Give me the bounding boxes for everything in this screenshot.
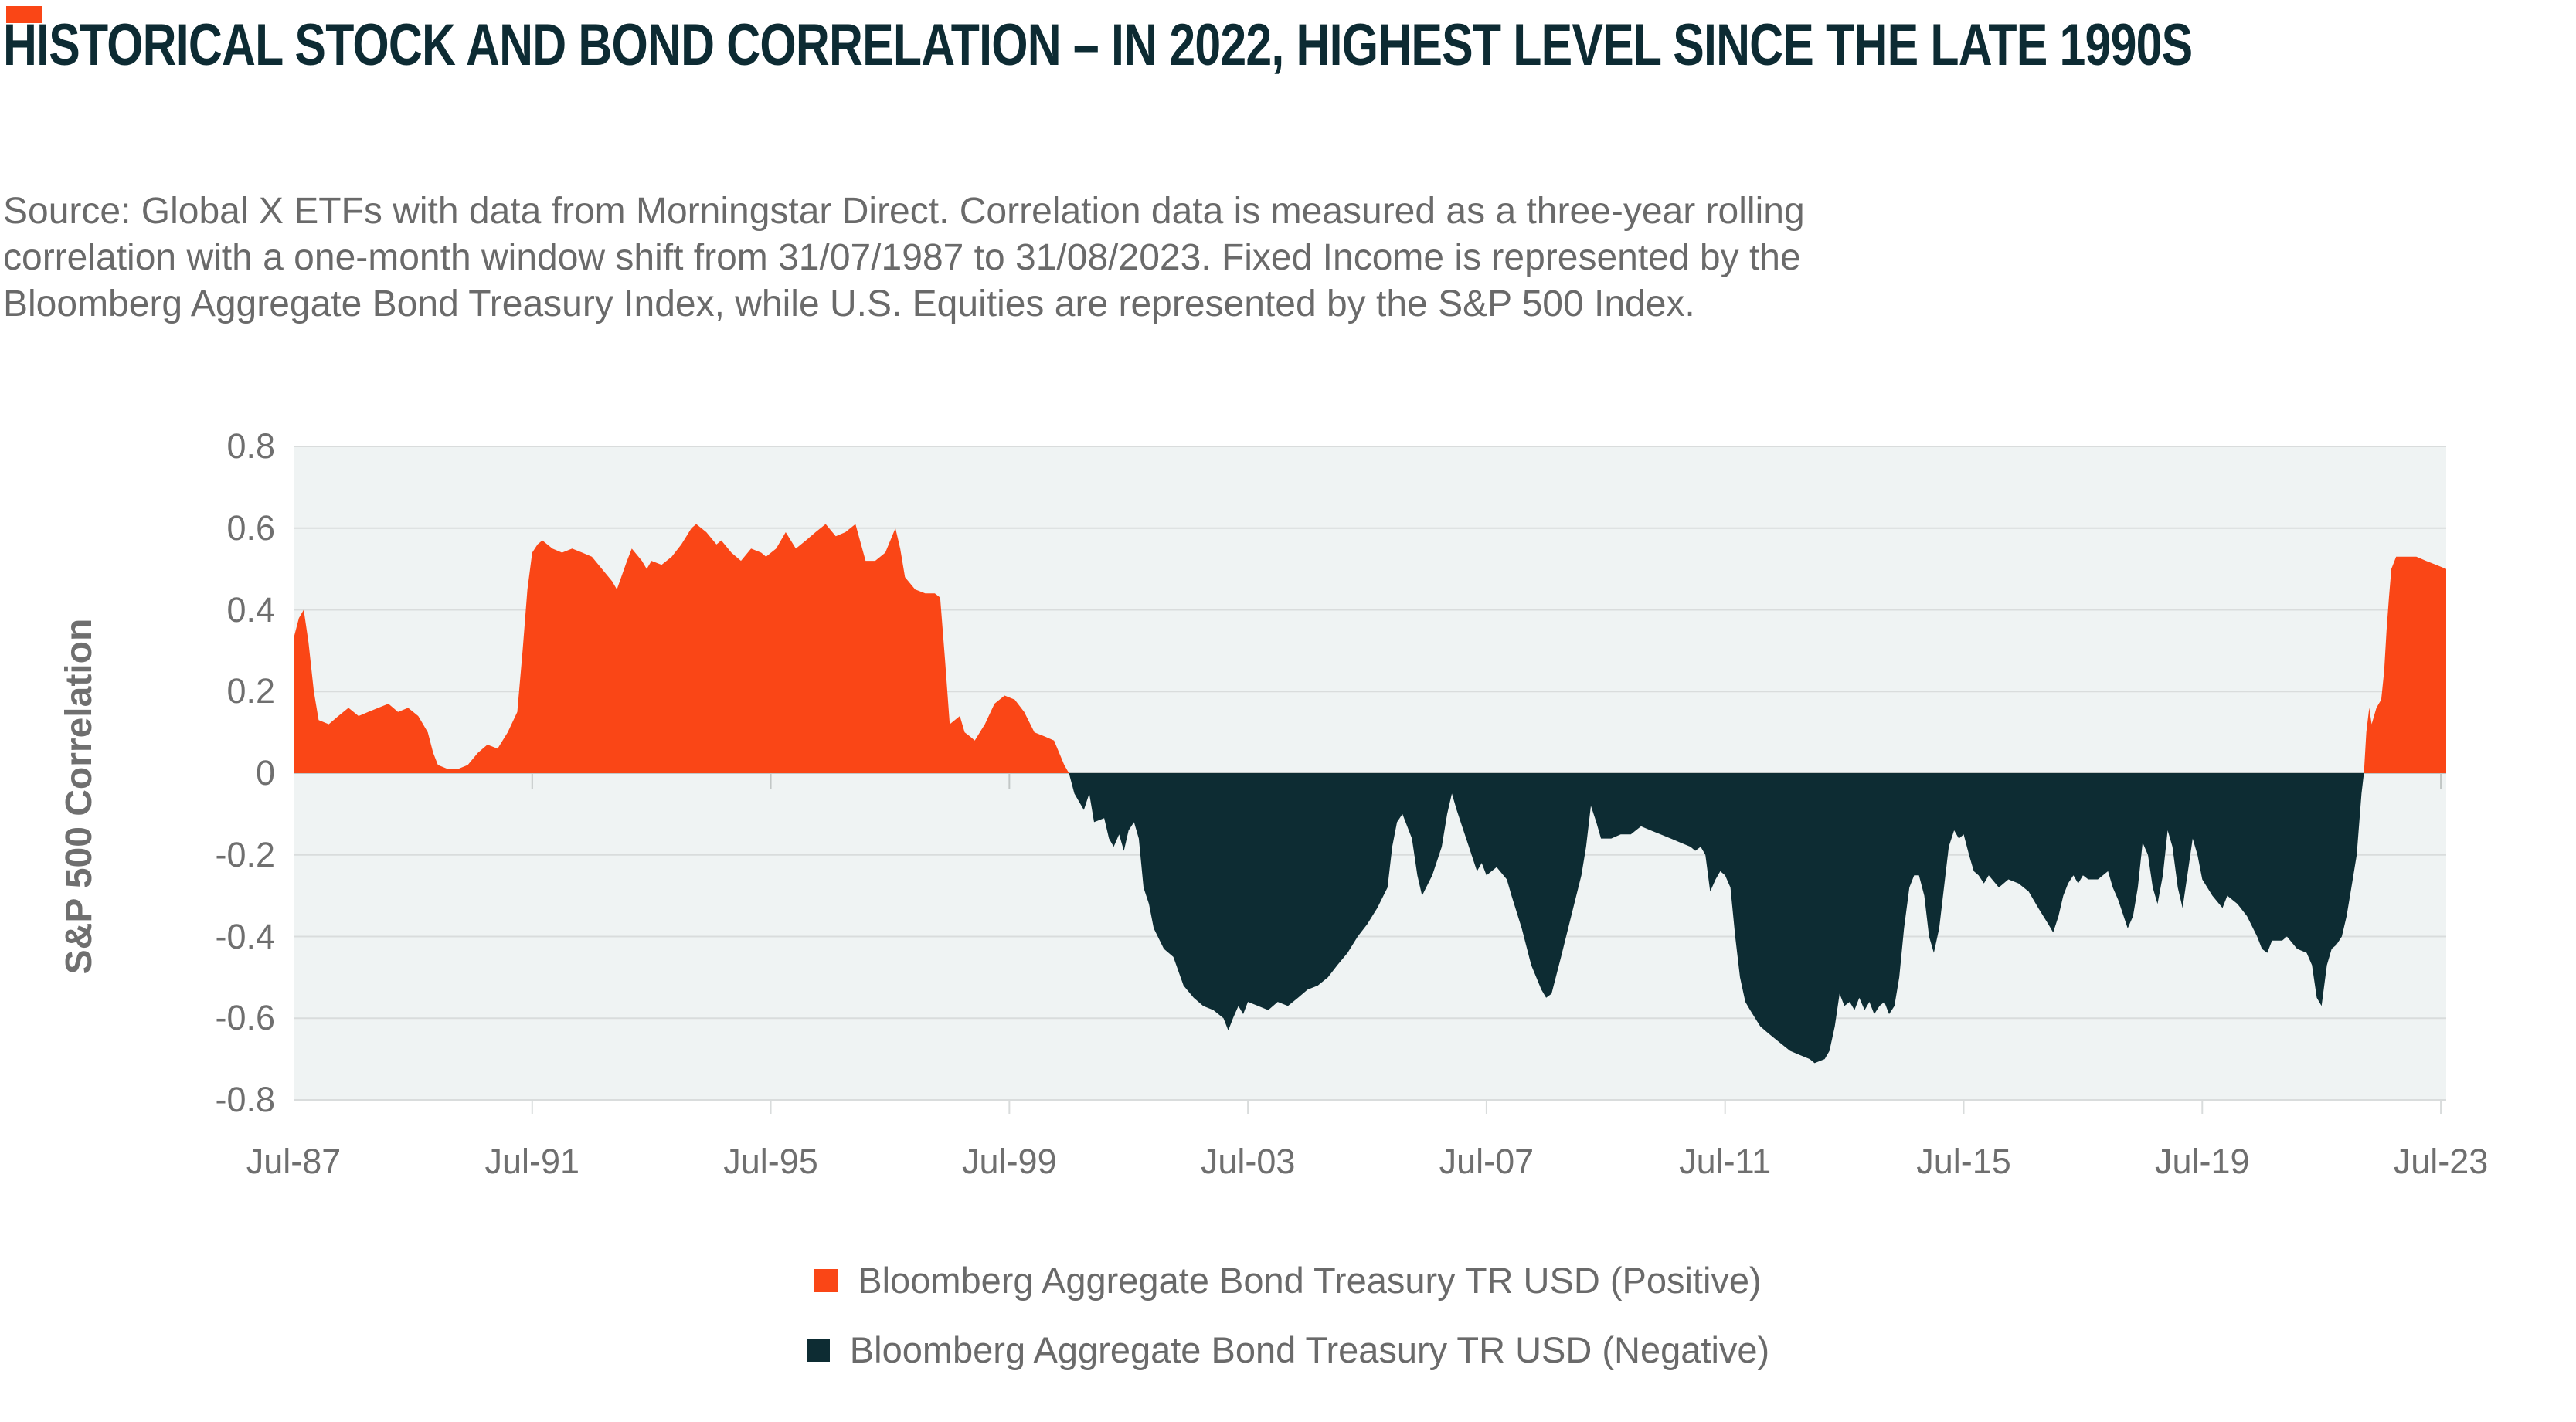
plot-area (293, 446, 2446, 1134)
y-tick-label: 0.8 (226, 426, 275, 466)
y-tick-label: -0.4 (215, 916, 275, 956)
y-tick-label: 0 (255, 753, 275, 792)
source-line-2: correlation with a one-month window shif… (3, 237, 1801, 278)
x-tick-label: Jul-15 (1916, 1142, 2011, 1181)
source-line-1: Source: Global X ETFs with data from Mor… (3, 191, 1805, 232)
x-tick-label: Jul-03 (1200, 1142, 1296, 1181)
x-tick-label: Jul-87 (246, 1142, 342, 1181)
source-line-3: Bloomberg Aggregate Bond Treasury Index,… (3, 283, 1695, 324)
legend-swatch-positive-icon (814, 1269, 838, 1292)
legend-label-negative: Bloomberg Aggregate Bond Treasury TR USD… (849, 1329, 1770, 1370)
positive-area (294, 524, 2446, 773)
legend-item-positive: Bloomberg Aggregate Bond Treasury TR USD… (814, 1259, 1762, 1302)
y-tick-label: 0.6 (226, 507, 275, 548)
correlation-area-chart: S&P 500 Correlation 0.8 0.6 0.4 0.2 0 -0.2 -0.… (0, 363, 2576, 1213)
legend-item-negative: Bloomberg Aggregate Bond Treasury TR USD… (806, 1329, 1770, 1372)
x-tick-label: Jul-19 (2154, 1142, 2250, 1181)
page-title: HISTORICAL STOCK AND BOND CORRELATION – … (3, 12, 2193, 78)
x-tick-label: Jul-91 (484, 1142, 580, 1181)
x-tick-label: Jul-11 (1679, 1142, 1772, 1181)
source-text: Source: Global X ETFs with data from Mor… (3, 188, 2476, 328)
x-tick-label: Jul-07 (1439, 1142, 1534, 1181)
legend-label-positive: Bloomberg Aggregate Bond Treasury TR USD… (858, 1260, 1762, 1301)
brand-accent-bar (6, 6, 42, 23)
plot-svg (293, 446, 2446, 1114)
y-tick-label: -0.8 (215, 1080, 275, 1119)
y-tick-label: -0.6 (215, 998, 275, 1038)
y-tick-label: 0.4 (226, 589, 275, 630)
x-tick-label: Jul-23 (2393, 1142, 2489, 1181)
negative-area (294, 773, 2446, 1064)
x-tick-label: Jul-95 (723, 1142, 818, 1181)
legend-swatch-negative-icon (806, 1339, 830, 1362)
x-tick-label: Jul-99 (962, 1142, 1057, 1181)
y-tick-label: -0.2 (215, 834, 275, 874)
y-tick-label: 0.2 (226, 671, 275, 711)
legend: Bloomberg Aggregate Bond Treasury TR USD… (0, 1259, 2576, 1372)
